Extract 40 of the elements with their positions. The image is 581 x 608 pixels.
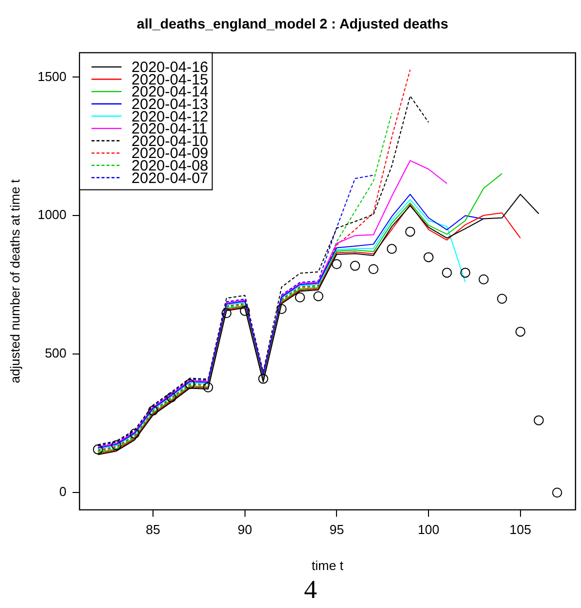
x-tick-label: 95: [329, 522, 344, 538]
text: 4: [304, 574, 317, 604]
x-axis-title: time t: [312, 558, 344, 573]
y-tick-label: 0: [59, 484, 67, 500]
point: [386, 244, 397, 254]
point: [166, 392, 176, 402]
point: [294, 292, 305, 302]
point: [497, 294, 508, 304]
point: [92, 444, 103, 454]
y-tick-label: 1500: [38, 68, 67, 84]
point: [534, 415, 544, 426]
point: [148, 406, 158, 416]
x-tick-label: 85: [146, 522, 160, 538]
point: [405, 226, 416, 237]
point: [350, 260, 360, 271]
point: [276, 304, 287, 314]
point: [130, 428, 140, 439]
y-axis-title: adjusted number of deaths at time t: [7, 179, 22, 384]
y-tick-label: 1000: [38, 207, 67, 222]
point: [258, 374, 268, 384]
legend-label: 2020-04-07: [132, 170, 208, 187]
point: [221, 308, 232, 318]
point: [478, 274, 489, 284]
x-tick-label: 105: [510, 522, 532, 538]
x-tick-label: 90: [238, 522, 252, 538]
point: [332, 259, 342, 270]
x-tick-label: 100: [418, 522, 440, 538]
point: [442, 268, 452, 278]
y-tick-label: 500: [44, 346, 67, 361]
point: [111, 440, 122, 450]
point: [552, 488, 562, 498]
point: [240, 306, 250, 316]
point: [184, 379, 195, 390]
point: [460, 268, 470, 278]
point: [203, 382, 214, 392]
point: [515, 326, 526, 337]
point: [313, 291, 324, 302]
point: [368, 264, 378, 274]
point: [424, 252, 434, 262]
chart-title: all_deaths_england_model 2 : Adjusted deaths: [136, 15, 448, 32]
